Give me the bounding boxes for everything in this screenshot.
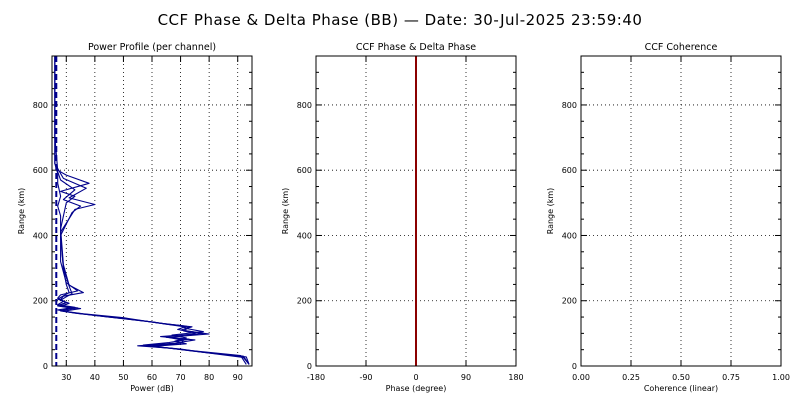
x-tick-label: 60: [147, 373, 157, 382]
y-tick-label: 600: [297, 166, 312, 175]
y-axis-label: Range (km): [281, 188, 290, 235]
series-line-1: [54, 56, 250, 365]
y-tick-label: 600: [33, 166, 48, 175]
y-tick-label: 400: [297, 231, 312, 240]
plot-frame: [580, 55, 782, 367]
y-tick-label: 0: [43, 362, 48, 371]
panel-2: CCF Phase & Delta Phase -180 -90 0 90 180 0 200…: [281, 42, 524, 393]
y-tick-label: 800: [562, 101, 577, 110]
panel-title: CCF Coherence: [645, 42, 718, 53]
y-tick-label: 200: [562, 297, 577, 306]
panel-title: Power Profile (per channel): [88, 42, 216, 53]
y-tick-label: 800: [297, 101, 312, 110]
panels: Power Profile (per channel) 30 40 50 60 70 80 9…: [17, 42, 790, 393]
figure-title: CCF Phase & Delta Phase (BB) — Date: 30-…: [158, 11, 643, 29]
grid: [581, 56, 781, 366]
x-tick-label: -90: [359, 373, 372, 382]
x-tick-label: 180: [508, 373, 523, 382]
series-line-4: [54, 56, 250, 365]
y-tick-label: 200: [297, 297, 312, 306]
x-tick-label: 90: [461, 373, 471, 382]
y-tick-label: 600: [562, 166, 577, 175]
panel-title: CCF Phase & Delta Phase: [356, 42, 476, 53]
x-tick-label: 40: [90, 373, 100, 382]
x-tick-label: 0.25: [622, 373, 640, 382]
x-tick-label: 90: [233, 373, 243, 382]
data-area: [54, 56, 250, 366]
series-line-2: [54, 56, 250, 365]
tick-marks: [52, 55, 252, 367]
panel-3: CCF Coherence 0.00 0.25 0.50 0.75 1.00 0 200 400…: [546, 42, 790, 393]
x-tick-label: -180: [307, 373, 325, 382]
x-axis-label: Power (dB): [130, 384, 174, 393]
x-tick-label: 80: [204, 373, 214, 382]
grid: [52, 56, 252, 366]
x-tick-label: 0.50: [672, 373, 690, 382]
y-axis-label: Range (km): [546, 188, 555, 235]
y-tick-label: 800: [33, 101, 48, 110]
plot-frame: [315, 55, 517, 367]
x-tick-label: 50: [118, 373, 128, 382]
panel-1: Power Profile (per channel) 30 40 50 60 70 80 9…: [17, 42, 253, 393]
plot-frame: [51, 55, 253, 367]
y-tick-label: 400: [33, 231, 48, 240]
y-tick-label: 0: [572, 362, 577, 371]
tick-marks: [580, 55, 782, 367]
y-tick-label: 200: [33, 297, 48, 306]
x-tick-label: 0.00: [572, 373, 590, 382]
series-line-3: [54, 56, 247, 365]
x-axis-label: Phase (degree): [386, 384, 447, 393]
x-axis-label: Coherence (linear): [644, 384, 718, 393]
y-axis-label: Range (km): [17, 188, 26, 235]
y-tick-label: 0: [307, 362, 312, 371]
x-tick-label: 30: [61, 373, 71, 382]
x-tick-label: 0.75: [722, 373, 740, 382]
y-tick-label: 400: [562, 231, 577, 240]
x-tick-label: 0: [413, 373, 418, 382]
x-tick-label: 70: [175, 373, 185, 382]
x-tick-label: 1.00: [772, 373, 790, 382]
